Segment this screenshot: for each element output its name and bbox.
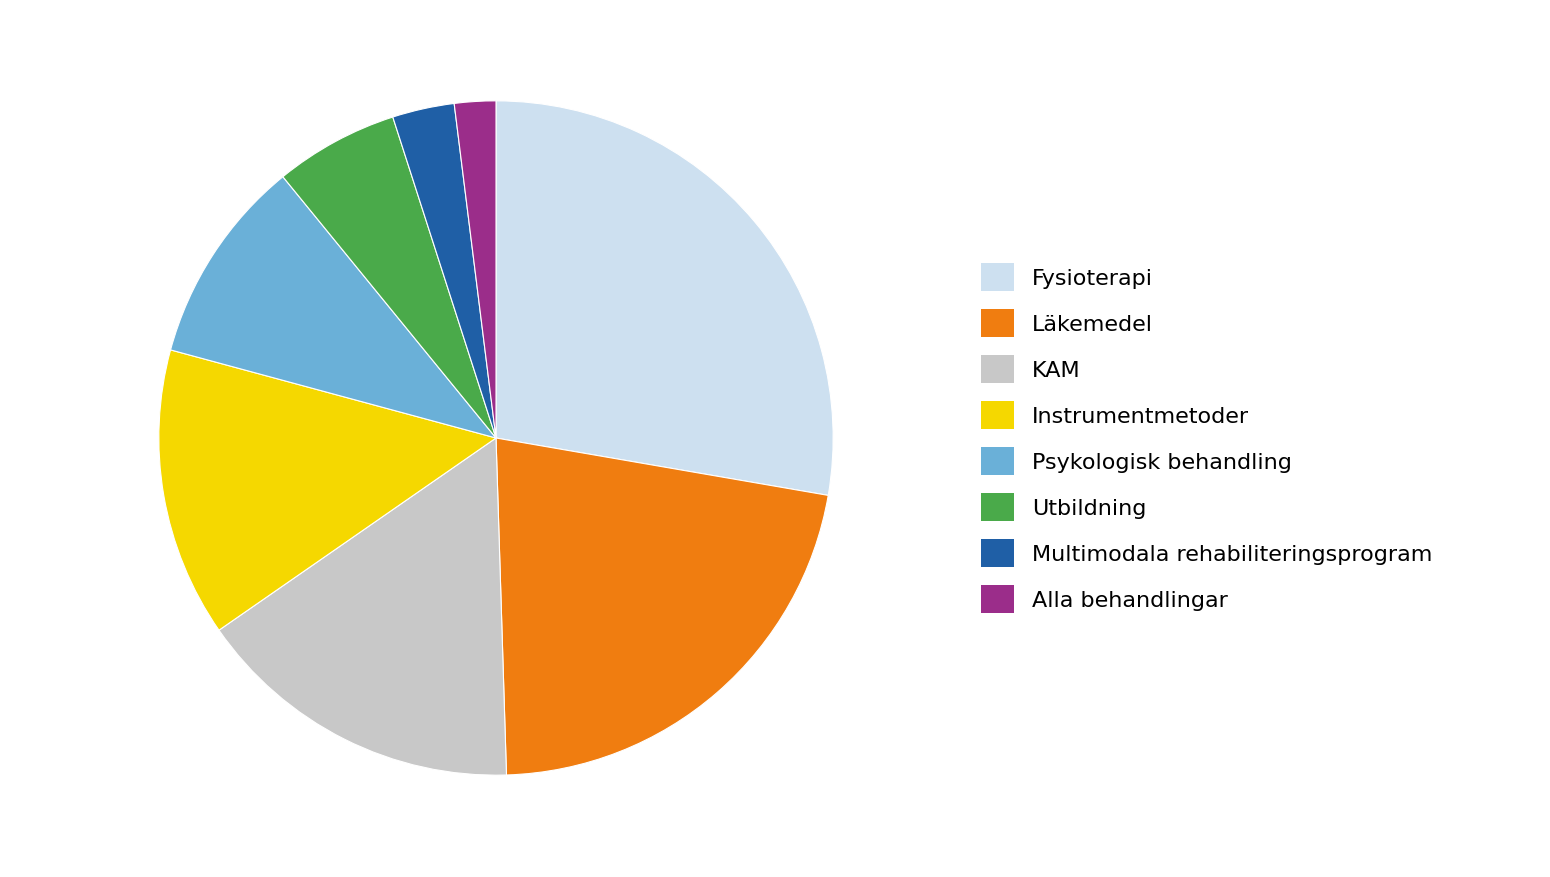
- Legend: Fysioterapi, Läkemedel, KAM, Instrumentmetoder, Psykologisk behandling, Utbildni: Fysioterapi, Läkemedel, KAM, Instrumentm…: [972, 255, 1442, 622]
- Wedge shape: [158, 351, 496, 631]
- Wedge shape: [282, 118, 496, 438]
- Wedge shape: [170, 177, 496, 438]
- Wedge shape: [454, 102, 496, 438]
- Wedge shape: [392, 104, 496, 438]
- Wedge shape: [496, 438, 828, 775]
- Wedge shape: [496, 102, 834, 496]
- Wedge shape: [219, 438, 507, 775]
